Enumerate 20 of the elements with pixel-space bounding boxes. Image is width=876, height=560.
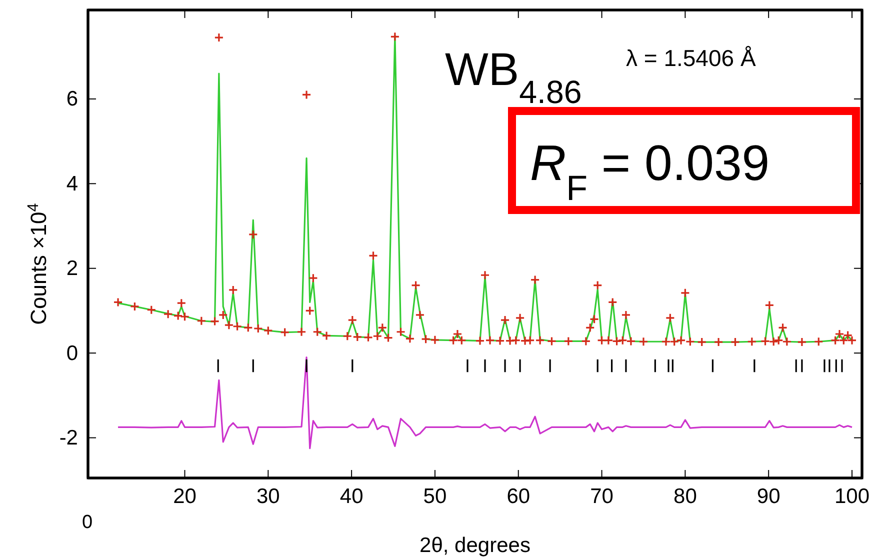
x-tick-label: 50 <box>423 484 447 508</box>
y-tick-label: -2 <box>59 426 78 450</box>
y-tick-label: 6 <box>66 88 78 111</box>
annotation: λ = 1.5406 Å <box>626 45 756 71</box>
x-tick-label: 20 <box>173 484 196 508</box>
x-tick-label: 30 <box>256 484 280 508</box>
text: 0 <box>82 512 93 533</box>
x-tick-label: 90 <box>756 484 780 508</box>
x-tick-label: 80 <box>674 484 697 508</box>
y-tick-label: 0 <box>66 342 78 365</box>
x-tick-label: 60 <box>506 484 530 508</box>
annotation: WB$_{4.86}$ <box>445 43 582 110</box>
annotation: R$_{F}$ = 0.039 <box>530 135 770 208</box>
x-tick-label: 40 <box>340 484 364 508</box>
x-tick-label: 70 <box>590 484 614 508</box>
line-series <box>117 356 853 450</box>
y-tick-label: 2 <box>66 257 78 280</box>
y-tick-label: 4 <box>66 172 78 196</box>
x-tick-label: 100 <box>834 484 870 508</box>
x-axis-title: 2θ, degrees <box>420 534 530 557</box>
